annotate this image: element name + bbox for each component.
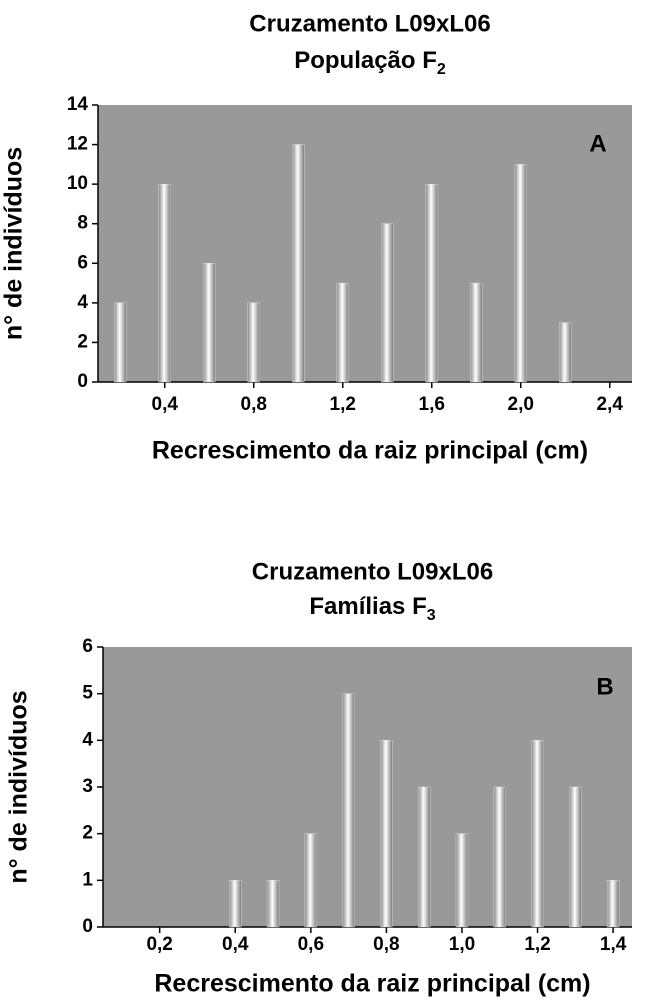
- x-tick-label: 1,2: [330, 394, 356, 415]
- subtitle-subscript: 3: [427, 607, 436, 624]
- x-tick-label: 0,8: [373, 934, 399, 955]
- y-tick-label: 4: [82, 729, 93, 750]
- chart-title: Cruzamento L09xL06: [249, 10, 490, 37]
- y-tick-label: 3: [82, 776, 93, 797]
- y-tick-label: 2: [77, 331, 88, 352]
- x-axis-title: Recrescimento da raiz principal (cm): [152, 437, 588, 465]
- bar: [455, 833, 469, 928]
- y-tick-label: 6: [82, 636, 93, 657]
- annotation: B: [596, 673, 613, 700]
- subtitle-subscript: 2: [437, 61, 446, 78]
- annotation: A: [589, 130, 606, 157]
- bar: [381, 223, 394, 383]
- y-axis-title: n° de indivíduos: [0, 147, 28, 340]
- bar: [531, 740, 544, 928]
- bar: [514, 164, 527, 383]
- x-tick-label: 1,2: [524, 934, 550, 955]
- x-tick-label: 1,0: [449, 934, 475, 955]
- bar: [425, 183, 438, 383]
- bar: [292, 144, 305, 383]
- y-tick-label: 8: [77, 213, 88, 234]
- subtitle-text: População F: [294, 47, 437, 74]
- bar: [114, 302, 127, 383]
- subtitle-text: Famílias F: [309, 593, 426, 620]
- x-tick-label: 0,8: [241, 394, 267, 415]
- y-tick-label: 2: [82, 823, 93, 844]
- x-tick-label: 0,4: [222, 934, 249, 955]
- y-tick-label: 1: [82, 869, 93, 890]
- x-tick-label: 0,2: [146, 934, 172, 955]
- x-tick-label: 0,4: [152, 394, 179, 415]
- bar: [158, 183, 171, 383]
- x-axis-title: Recrescimento da raiz principal (cm): [154, 970, 590, 998]
- bar: [342, 693, 355, 928]
- x-tick-label: 1,4: [600, 934, 627, 955]
- x-tick-label: 2,0: [508, 394, 534, 415]
- x-tick-label: 0,6: [298, 934, 324, 955]
- bar: [380, 740, 393, 928]
- bar: [559, 322, 572, 383]
- chart-subtitle: Famílias F3: [309, 593, 435, 624]
- chart-subtitle: População F2: [294, 47, 446, 78]
- bar: [266, 880, 280, 928]
- bar: [304, 833, 317, 928]
- y-tick-label: 14: [67, 94, 89, 115]
- bar: [470, 282, 483, 383]
- bar: [418, 786, 431, 928]
- y-tick-label: 0: [77, 371, 88, 392]
- y-tick-label: 10: [67, 173, 88, 194]
- chart-title: Cruzamento L09xL06: [252, 558, 493, 585]
- y-tick-label: 5: [82, 683, 93, 704]
- y-axis-title: n° de indivíduos: [5, 690, 33, 883]
- plot-area: [103, 647, 632, 927]
- bar: [336, 282, 349, 383]
- bar: [203, 263, 216, 383]
- plot-area: [98, 105, 632, 382]
- y-tick-label: 0: [82, 916, 93, 937]
- bar: [229, 880, 242, 928]
- bar: [247, 302, 260, 383]
- y-tick-label: 12: [67, 134, 88, 155]
- bar: [606, 880, 620, 928]
- y-tick-label: 6: [77, 252, 88, 273]
- x-tick-label: 2,4: [597, 394, 624, 415]
- bar: [493, 786, 506, 928]
- x-tick-label: 1,6: [419, 394, 445, 415]
- y-tick-label: 4: [77, 292, 88, 313]
- bar: [569, 786, 582, 928]
